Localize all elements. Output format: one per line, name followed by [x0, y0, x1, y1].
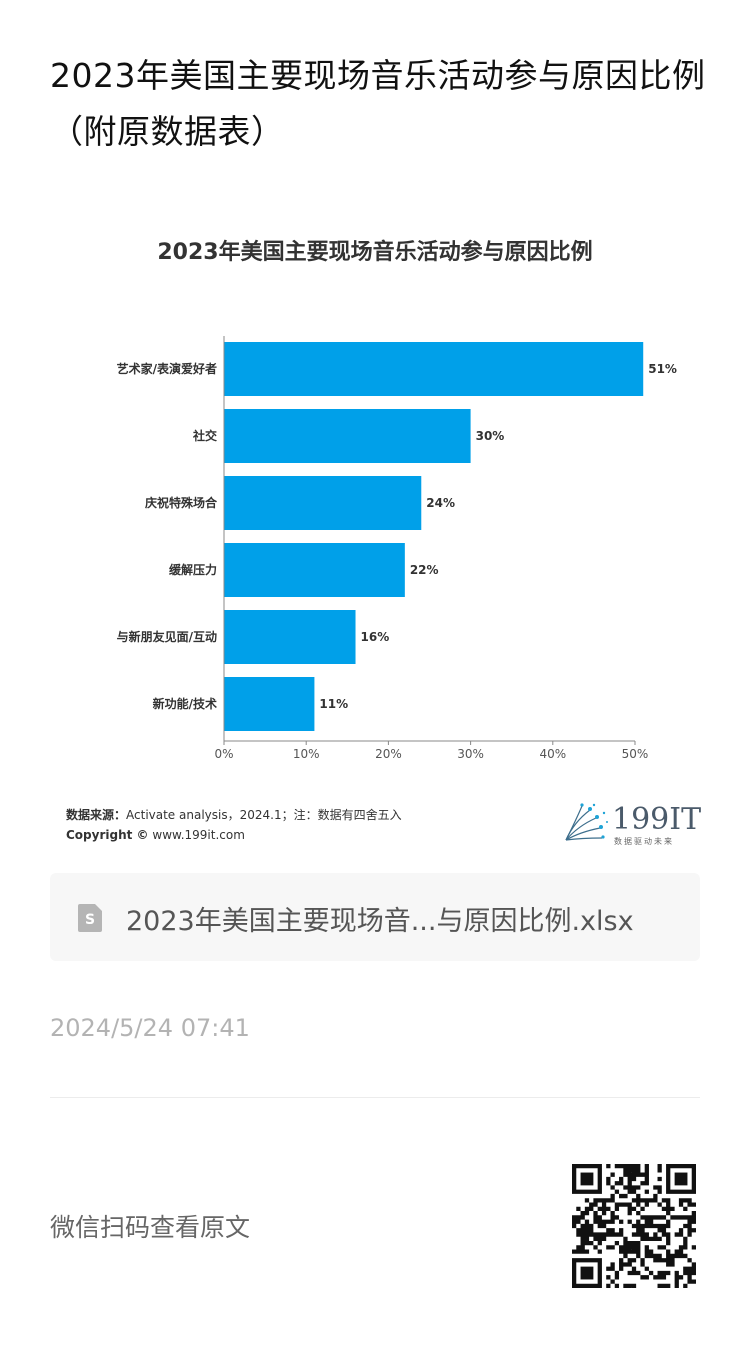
- data-label: 16%: [361, 630, 390, 644]
- bar: [224, 677, 315, 731]
- logo-burst-icon: [565, 803, 608, 841]
- qr-caption: 微信扫码查看原文: [50, 1213, 251, 1242]
- spreadsheet-file-icon: S: [78, 904, 102, 932]
- category-label: 缓解压力: [169, 562, 217, 577]
- data-label: 30%: [476, 429, 505, 443]
- category-label: 艺术家/表演爱好者: [117, 361, 217, 376]
- x-tick-label: 40%: [539, 747, 566, 761]
- chart-title: 2023年美国主要现场音乐活动参与原因比例: [157, 240, 593, 265]
- data-source-label: 数据来源：: [66, 808, 127, 822]
- x-tick-label: 0%: [214, 747, 233, 761]
- attachment-card[interactable]: S 2023年美国主要现场音...与原因比例.xlsx: [50, 873, 700, 961]
- x-tick-label: 50%: [622, 747, 649, 761]
- category-label: 社交: [192, 428, 217, 443]
- data-source: 数据来源：Activate analysis，2024.1；注：数据有四舍五入: [66, 806, 402, 823]
- brand-logo: 199IT 数据驱动未来: [560, 800, 702, 850]
- qr-code-icon[interactable]: [572, 1164, 696, 1288]
- bar: [224, 610, 356, 664]
- bar-chart: 艺术家/表演爱好者 51% 社交 30% 庆祝特殊场合 24% 缓解压力 22% 与新朋友见面/…: [117, 336, 677, 761]
- bar: [224, 476, 422, 530]
- category-label: 与新朋友见面/互动: [117, 629, 217, 644]
- category-label: 新功能/技术: [153, 696, 217, 711]
- x-tick-label: 20%: [375, 747, 402, 761]
- bar: [224, 342, 644, 396]
- data-label: 51%: [648, 362, 677, 376]
- category-label: 庆祝特殊场合: [144, 495, 218, 510]
- bar: [224, 409, 471, 463]
- data-label: 11%: [319, 697, 348, 711]
- copyright: Copyright © www.199it.com: [66, 828, 245, 842]
- copyright-url: www.199it.com: [152, 828, 245, 842]
- bar: [224, 543, 405, 597]
- logo-subtitle: 数据驱动未来: [614, 837, 674, 846]
- x-tick-label: 30%: [457, 747, 484, 761]
- data-source-text: Activate analysis，2024.1；注：数据有四舍五入: [126, 808, 402, 822]
- data-label: 22%: [410, 563, 439, 577]
- post-timestamp: 2024/5/24 07:41: [50, 1014, 250, 1042]
- attachment-file-name: 2023年美国主要现场音...与原因比例.xlsx: [126, 906, 634, 937]
- copyright-label: Copyright ©: [66, 828, 149, 842]
- page-title: 2023年美国主要现场音乐活动参与原因比例（附原数据表）: [50, 56, 706, 151]
- logo-text: 199IT: [612, 802, 702, 837]
- data-label: 24%: [426, 496, 455, 510]
- x-tick-label: 10%: [293, 747, 320, 761]
- svg-text:S: S: [85, 912, 95, 928]
- divider: [50, 1097, 700, 1098]
